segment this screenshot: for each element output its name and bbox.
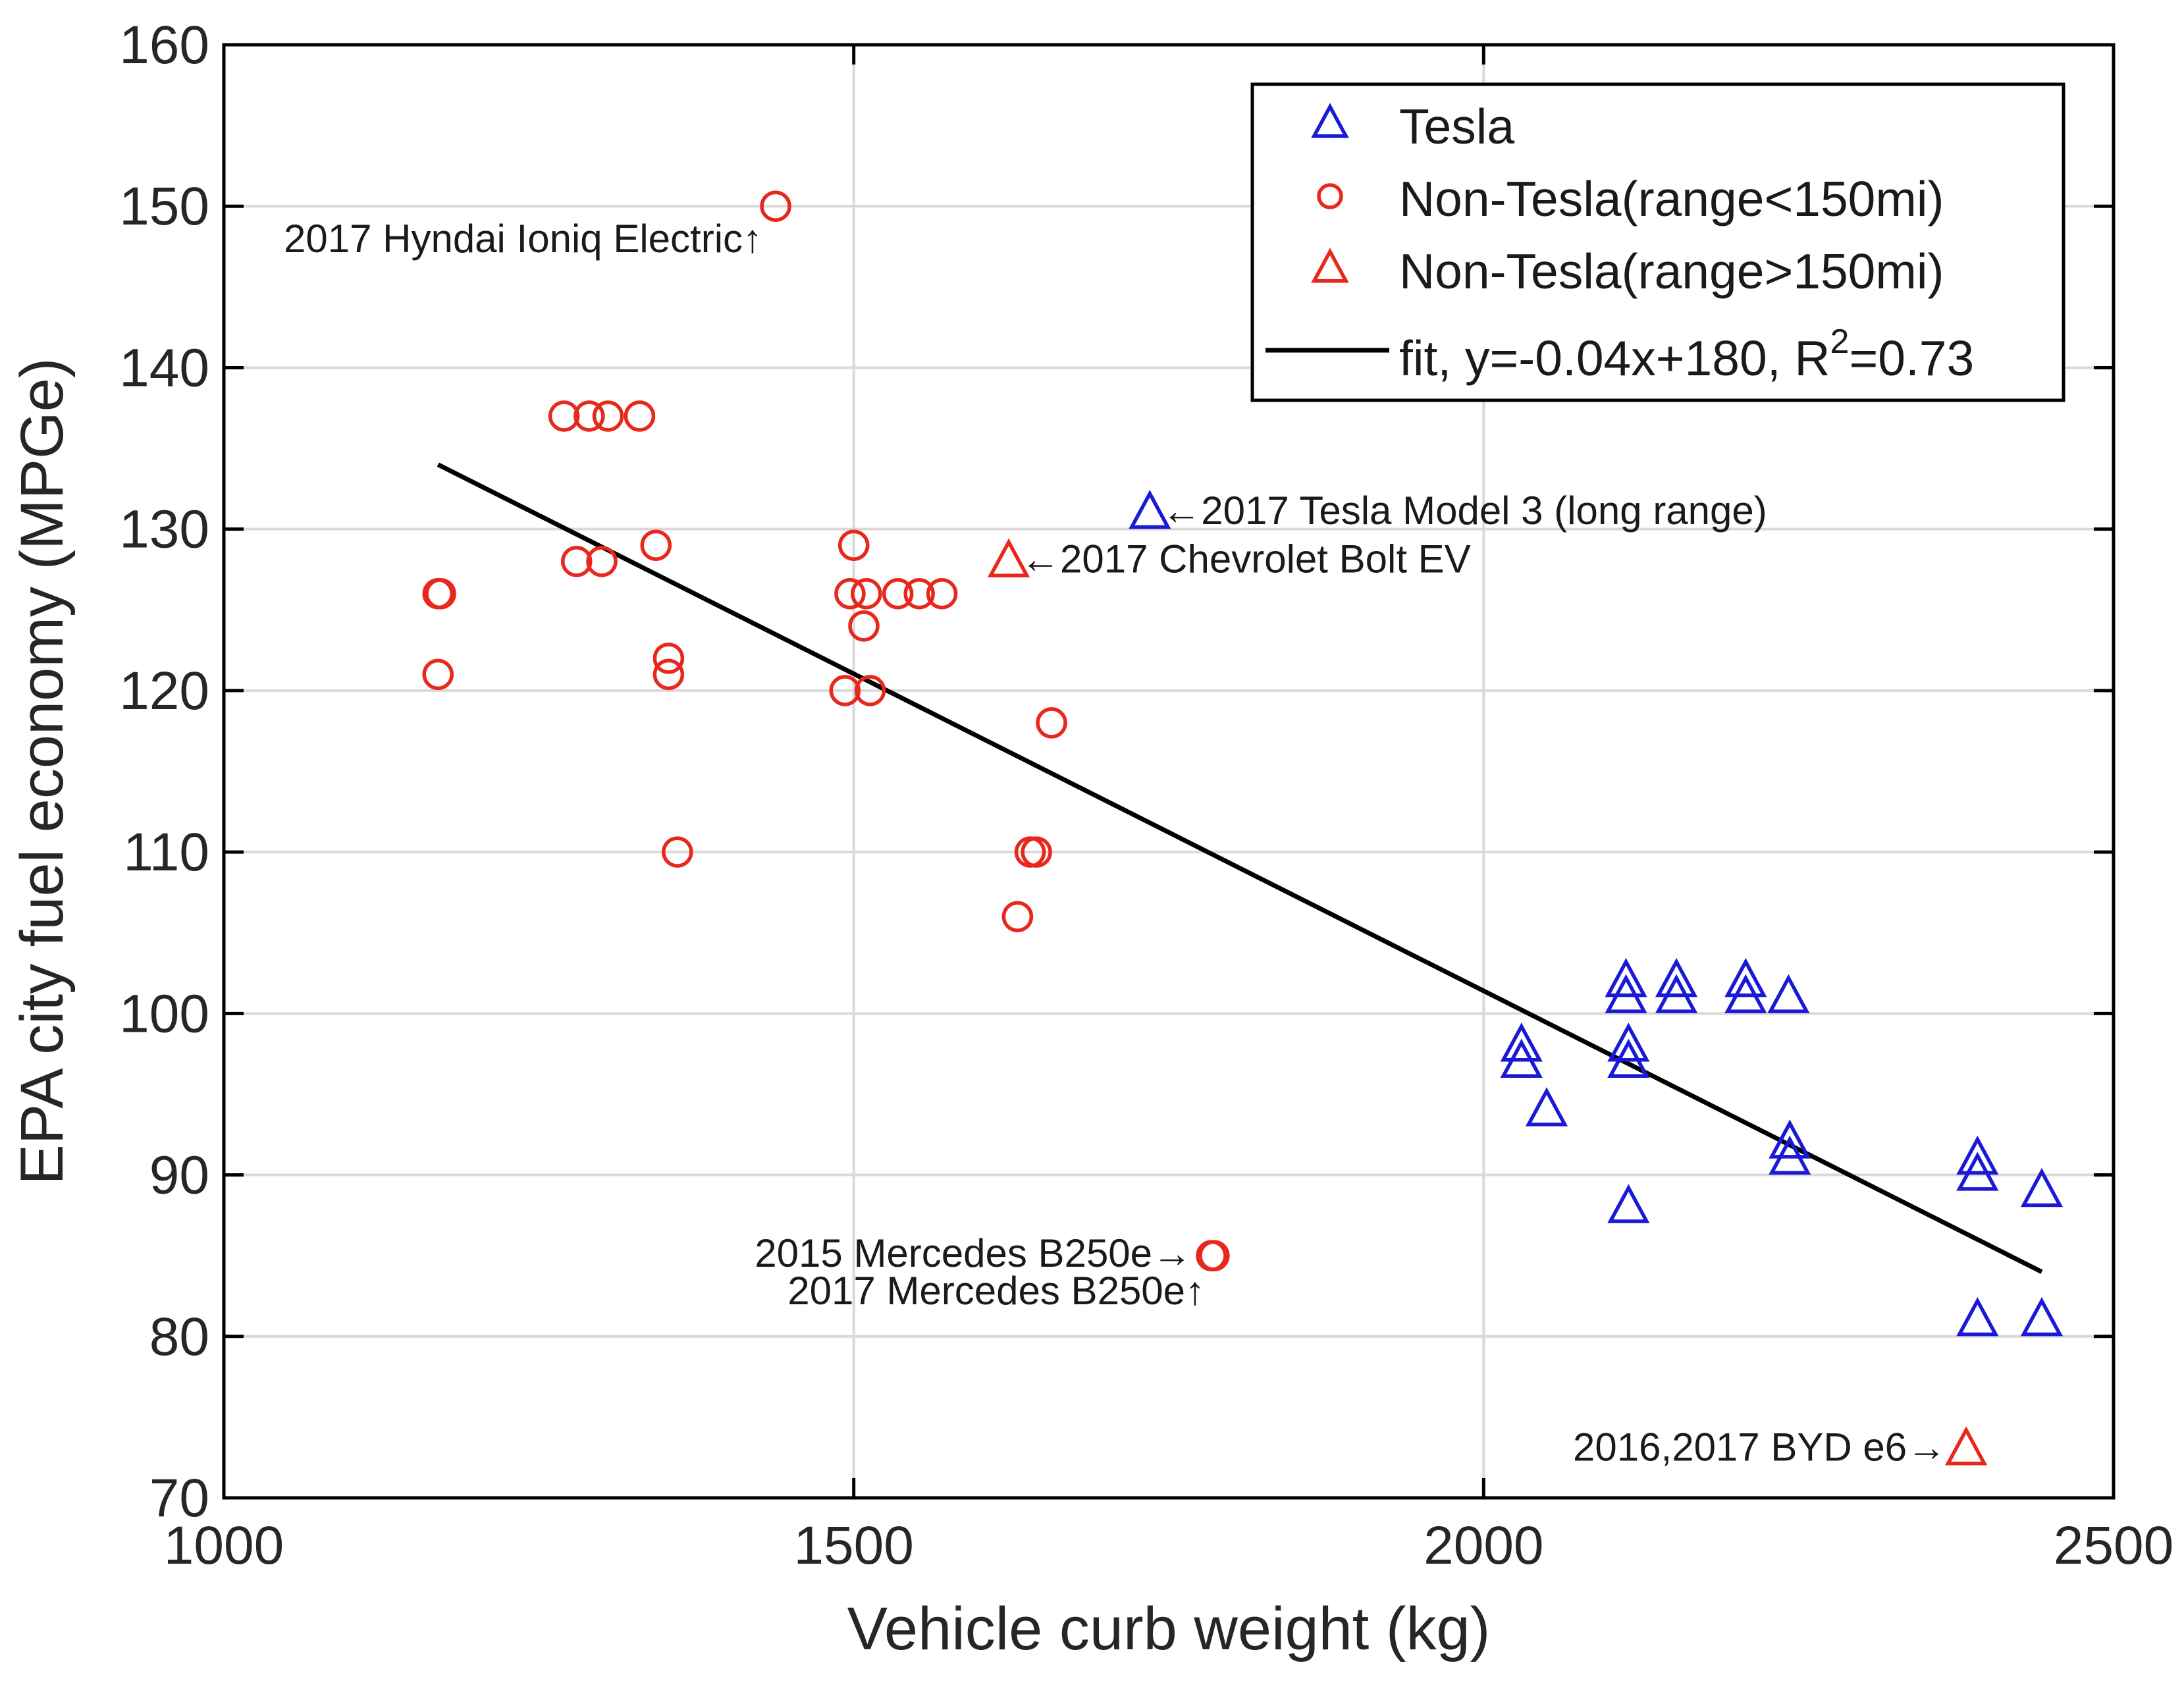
non-tesla-short-range-point: [851, 578, 882, 610]
non-tesla-short-range-point: [760, 190, 791, 222]
tesla-point: [1607, 1184, 1650, 1223]
axes-frame: [222, 43, 2116, 1500]
non-tesla-short-range-point: [560, 545, 593, 577]
non-tesla-short-range-point: [903, 578, 935, 610]
tesla-point: [1129, 489, 1171, 529]
annotation-label: ←2017 Chevrolet Bolt EV: [1021, 537, 1471, 581]
fit-line: [437, 462, 2043, 1274]
annotation-label: ←2017 Tesla Model 3 (long range): [1161, 489, 1767, 533]
y-tick-label: 160: [119, 15, 209, 75]
y-tick-label: 80: [149, 1307, 209, 1367]
legend: Tesla Non-Tesla(range<150mi) Non-Tesla(ran…: [1250, 82, 2065, 402]
legend-marker-triangle: [1311, 248, 1349, 283]
annotation-label: 2016,2017 BYD e6→: [1573, 1425, 1946, 1469]
tesla-point: [1607, 1022, 1650, 1062]
non-tesla-short-range-point: [838, 529, 870, 561]
x-tick-label: 1000: [164, 1516, 284, 1576]
non-tesla-short-range-point: [640, 529, 672, 561]
non-tesla-short-range-point: [422, 658, 454, 691]
tesla-point: [1724, 974, 1767, 1013]
non-tesla-short-range-point: [1001, 901, 1034, 932]
y-tick-label: 70: [149, 1468, 209, 1528]
legend-label: Tesla: [1399, 99, 1514, 154]
non-tesla-short-range-point: [848, 610, 880, 642]
legend-box: [1250, 82, 2065, 402]
legend-marker-triangle: [1311, 103, 1349, 138]
annotation-label: 2017 Mercedes B250e↑: [787, 1269, 1205, 1313]
tesla-point: [1724, 958, 1767, 997]
tesla-point: [1956, 1135, 1999, 1175]
legend-label: Non-Tesla(range>150mi): [1399, 244, 1944, 299]
non-tesla-short-range-point: [586, 545, 618, 577]
non-tesla-long-range-point: [987, 538, 1030, 577]
y-tick-label: 120: [119, 661, 209, 721]
tesla-point: [1607, 1038, 1650, 1078]
non-tesla-short-range-point: [829, 675, 861, 706]
non-tesla-short-range-point: [1036, 707, 1067, 739]
non-tesla-long-range-point: [1945, 1426, 1988, 1466]
tesla-point: [1769, 1119, 1811, 1159]
y-tick-label: 90: [149, 1146, 209, 1206]
tesla-point: [1956, 1152, 1999, 1191]
non-tesla-short-range-point: [653, 658, 685, 691]
annotations: 2017 Hyndai Ioniq Electric↑ ←2017 Tesla M…: [284, 217, 1946, 1469]
non-tesla-short-range-point: [834, 578, 866, 610]
non-tesla-short-range-point: [926, 578, 958, 610]
legend-marker-circle: [1317, 183, 1343, 209]
annotation-label: 2015 Mercedes B250e→: [755, 1231, 1192, 1275]
y-tick-label: 100: [119, 984, 209, 1044]
non-tesla-short-range-point: [854, 675, 886, 706]
non-tesla-short-range-point: [548, 400, 580, 432]
tesla-point: [1956, 1297, 1999, 1337]
legend-label: Non-Tesla(range<150mi): [1399, 171, 1944, 226]
x-tick-label: 2500: [2054, 1516, 2173, 1576]
non-tesla-short-range-point: [1198, 1240, 1230, 1271]
tesla-point: [1605, 958, 1647, 997]
x-tick-label: 2000: [1424, 1516, 1543, 1576]
y-tick-label: 140: [119, 338, 209, 398]
annotation-label: 2017 Hyndai Ioniq Electric↑: [284, 217, 762, 261]
non-tesla-short-range-point: [653, 643, 685, 674]
tesla-point: [1500, 1022, 1543, 1062]
non-tesla-short-range-point: [1021, 836, 1052, 868]
tesla-point: [1500, 1038, 1543, 1078]
y-axis-label: EPA city fuel economy (MPGe): [9, 358, 76, 1184]
legend-label: fit, y=-0.04x+180, R2=0.73: [1399, 323, 1974, 386]
tesla-point: [2020, 1167, 2064, 1207]
tesla-point: [1525, 1087, 1568, 1127]
non-tesla-short-range-point: [573, 400, 605, 432]
y-tick-label: 150: [119, 176, 209, 236]
tesla-point: [1605, 974, 1647, 1013]
fit-line-group: [437, 462, 2043, 1274]
y-tick-label: 110: [123, 822, 209, 882]
x-axis-label: Vehicle curb weight (kg): [847, 1595, 1491, 1662]
non-tesla-short-range-point: [882, 578, 914, 610]
non-tesla-short-range-point: [624, 400, 656, 432]
data-points: [422, 190, 2064, 1466]
non-tesla-short-range-point: [425, 578, 456, 610]
y-tick-label: 130: [119, 500, 209, 560]
tesla-point: [1655, 958, 1698, 997]
tesla-point: [1655, 974, 1698, 1013]
axis-ticks: 1000 1500 2000 2500 70 80 90 100 110 120 130 140 150…: [119, 15, 2173, 1576]
tesla-point: [1769, 1135, 1811, 1175]
non-tesla-short-range-point: [662, 836, 693, 868]
non-tesla-short-range-point: [592, 400, 624, 432]
tesla-point: [1767, 974, 1810, 1013]
tesla-point: [2020, 1297, 2064, 1337]
x-tick-label: 1500: [793, 1516, 913, 1576]
